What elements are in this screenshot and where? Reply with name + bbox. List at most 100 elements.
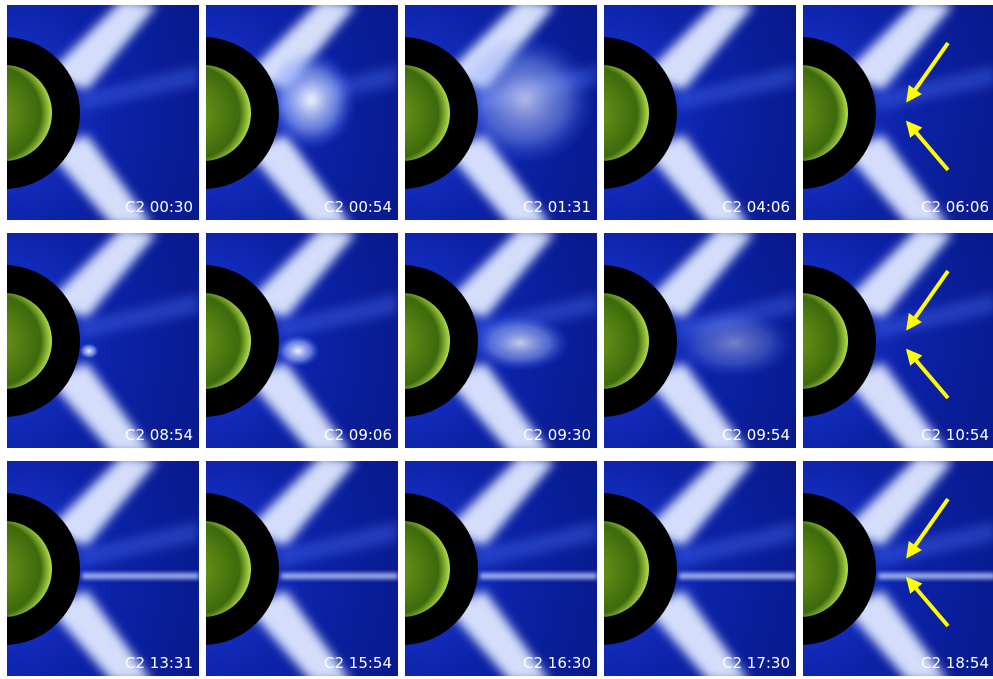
streamer-faint bbox=[276, 293, 398, 338]
streamer bbox=[246, 363, 348, 448]
sun-disk bbox=[7, 65, 52, 161]
coronagraph-panel: C2 13:31 bbox=[7, 461, 199, 676]
timestamp: C2 16:30 bbox=[523, 654, 591, 672]
coronagraph-panel: C2 16:30 bbox=[405, 461, 597, 676]
streamer bbox=[47, 363, 149, 448]
sun-disk bbox=[206, 65, 251, 161]
streamer bbox=[246, 135, 348, 220]
sun-disk bbox=[206, 293, 251, 389]
streamer-faint bbox=[475, 521, 597, 566]
coronagraph-panel: C2 10:54 bbox=[803, 233, 993, 448]
timestamp: C2 06:06 bbox=[921, 198, 989, 216]
cme bbox=[79, 343, 99, 359]
streamer bbox=[644, 363, 746, 448]
ray bbox=[679, 573, 796, 579]
timestamp: C2 08:54 bbox=[125, 426, 193, 444]
streamer bbox=[843, 461, 953, 546]
streamer bbox=[47, 135, 149, 220]
streamer-faint bbox=[77, 293, 199, 338]
streamer-faint bbox=[873, 521, 993, 566]
sun-disk bbox=[7, 293, 52, 389]
timestamp: C2 10:54 bbox=[921, 426, 989, 444]
arrow bbox=[906, 41, 950, 103]
ray bbox=[480, 573, 597, 579]
arrow bbox=[906, 497, 950, 559]
timestamp: C2 09:06 bbox=[324, 426, 392, 444]
streamer-faint bbox=[873, 65, 993, 110]
arrow bbox=[905, 576, 950, 628]
timestamp: C2 17:30 bbox=[722, 654, 790, 672]
streamer bbox=[843, 363, 945, 448]
sun-disk bbox=[803, 65, 848, 161]
streamer bbox=[445, 363, 547, 448]
sun-disk bbox=[604, 293, 649, 389]
streamer bbox=[843, 5, 953, 90]
streamer-faint bbox=[674, 521, 796, 566]
timestamp: C2 01:31 bbox=[523, 198, 591, 216]
streamer bbox=[47, 461, 157, 546]
streamer bbox=[644, 591, 746, 676]
arrow bbox=[905, 348, 950, 400]
streamer bbox=[246, 233, 356, 318]
ray bbox=[82, 573, 199, 579]
timestamp: C2 18:54 bbox=[921, 654, 989, 672]
timestamp: C2 09:30 bbox=[523, 426, 591, 444]
streamer bbox=[445, 135, 547, 220]
coronagraph-panel: C2 17:30 bbox=[604, 461, 796, 676]
coronagraph-panel: C2 04:06 bbox=[604, 5, 796, 220]
streamer bbox=[644, 5, 754, 90]
coronagraph-panel: C2 09:06 bbox=[206, 233, 398, 448]
streamer-faint bbox=[77, 65, 199, 110]
sun-disk bbox=[405, 521, 450, 617]
streamer bbox=[47, 233, 157, 318]
streamer-faint bbox=[77, 521, 199, 566]
sun-disk bbox=[803, 293, 848, 389]
sun-disk bbox=[803, 521, 848, 617]
sun-disk bbox=[206, 521, 251, 617]
streamer bbox=[445, 461, 555, 546]
streamer bbox=[843, 591, 945, 676]
streamer-faint bbox=[276, 521, 398, 566]
streamer bbox=[843, 233, 953, 318]
streamer bbox=[445, 591, 547, 676]
streamer bbox=[47, 5, 157, 90]
streamer bbox=[445, 233, 555, 318]
sun-disk bbox=[604, 521, 649, 617]
cme bbox=[266, 50, 356, 150]
coronagraph-panel: C2 06:06 bbox=[803, 5, 993, 220]
streamer-faint bbox=[873, 293, 993, 338]
cme bbox=[276, 335, 320, 367]
ray bbox=[878, 573, 993, 579]
streamer bbox=[644, 461, 754, 546]
timestamp: C2 13:31 bbox=[125, 654, 193, 672]
arrow bbox=[905, 120, 950, 172]
coronagraph-panel: C2 01:31 bbox=[405, 5, 597, 220]
streamer bbox=[246, 5, 356, 90]
ray bbox=[281, 573, 398, 579]
cme bbox=[674, 308, 794, 378]
coronagraph-panel: C2 00:30 bbox=[7, 5, 199, 220]
streamer bbox=[843, 135, 945, 220]
timestamp: C2 00:30 bbox=[125, 198, 193, 216]
cme bbox=[455, 35, 595, 165]
timestamp: C2 15:54 bbox=[324, 654, 392, 672]
sun-disk bbox=[405, 293, 450, 389]
arrow bbox=[906, 269, 950, 331]
cme bbox=[470, 315, 570, 371]
timestamp: C2 09:54 bbox=[722, 426, 790, 444]
streamer bbox=[246, 461, 356, 546]
streamer bbox=[644, 135, 746, 220]
streamer-faint bbox=[674, 65, 796, 110]
sun-disk bbox=[604, 65, 649, 161]
coronagraph-panel: C2 00:54 bbox=[206, 5, 398, 220]
streamer bbox=[644, 233, 754, 318]
streamer bbox=[246, 591, 348, 676]
timestamp: C2 04:06 bbox=[722, 198, 790, 216]
streamer bbox=[47, 591, 149, 676]
coronagraph-panel: C2 09:30 bbox=[405, 233, 597, 448]
coronagraph-panel: C2 15:54 bbox=[206, 461, 398, 676]
timestamp: C2 00:54 bbox=[324, 198, 392, 216]
sun-disk bbox=[7, 521, 52, 617]
